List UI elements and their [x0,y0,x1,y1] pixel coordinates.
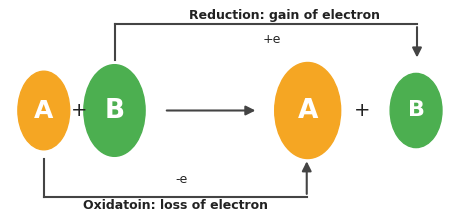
Text: +: + [354,101,370,120]
Text: Reduction: gain of electron: Reduction: gain of electron [189,9,380,22]
Text: +e: +e [263,33,281,46]
Text: +: + [71,101,87,120]
Ellipse shape [275,63,341,158]
Text: B: B [408,101,425,120]
Text: B: B [104,97,125,124]
Ellipse shape [18,71,70,150]
Text: A: A [298,97,318,124]
Text: Oxidatoin: loss of electron: Oxidatoin: loss of electron [83,199,268,212]
Ellipse shape [84,65,145,156]
Text: A: A [34,99,54,122]
Ellipse shape [390,73,442,148]
Text: -e: -e [176,173,188,186]
